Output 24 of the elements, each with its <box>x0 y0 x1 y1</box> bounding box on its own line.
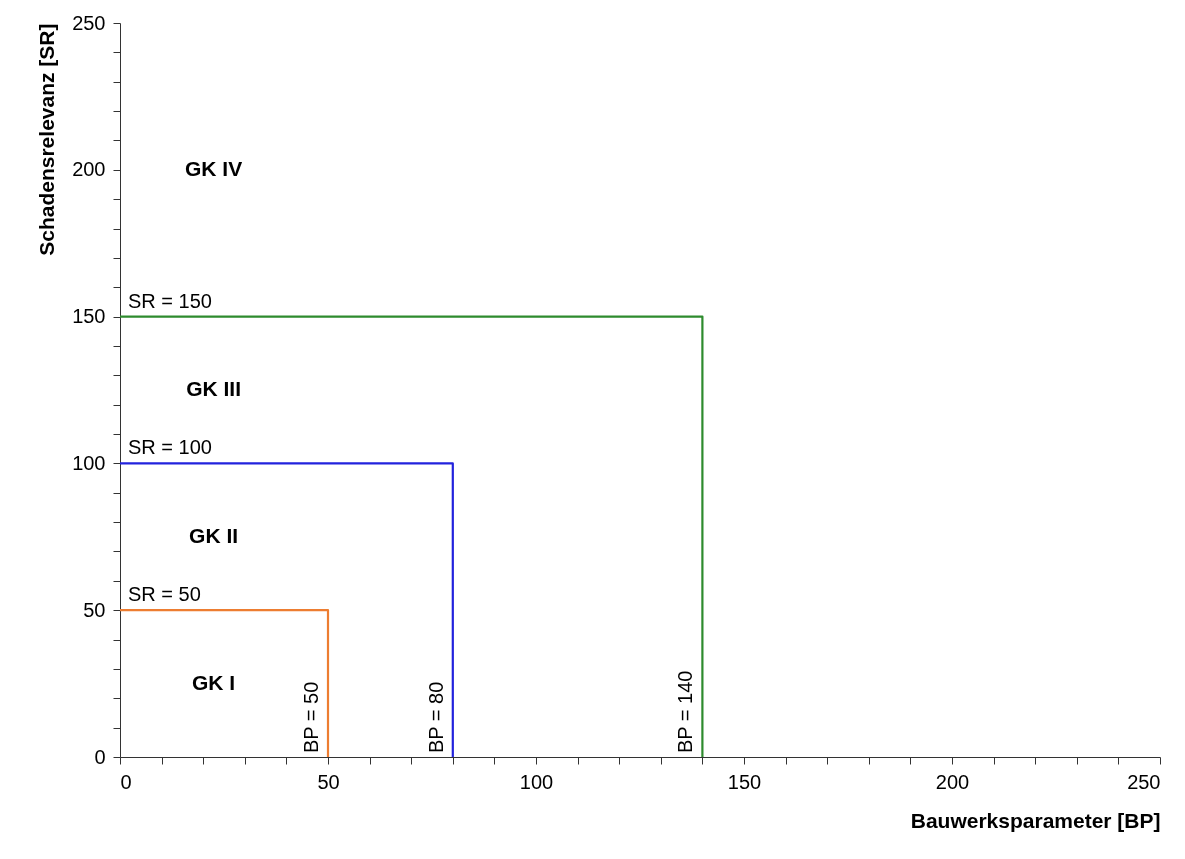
x-tick-label: 0 <box>120 770 132 793</box>
y-axis-title: Schadensrelevanz [SR] <box>35 23 59 256</box>
x-axis-title: Bauwerksparameter [BP] <box>910 808 1161 832</box>
annotation: BP = 80 <box>424 681 447 753</box>
x-tick-label: 250 <box>1127 770 1161 793</box>
annotation: BP = 140 <box>674 670 697 753</box>
y-tick-label: 50 <box>83 598 106 621</box>
y-tick-label: 100 <box>72 451 106 474</box>
y-tick-label: 0 <box>94 745 106 768</box>
annotation: BP = 50 <box>300 681 322 753</box>
y-tick-label: 250 <box>72 11 106 34</box>
annotation: GK III <box>186 377 242 400</box>
x-tick-label: 200 <box>935 770 970 793</box>
x-tick-label: 100 <box>519 770 554 793</box>
annotation: SR = 150 <box>128 289 212 312</box>
y-tick-label: 150 <box>72 305 106 328</box>
annotation: GK I <box>192 670 236 694</box>
x-tick-label: 50 <box>317 770 340 793</box>
y-tick-label: 200 <box>72 158 106 181</box>
annotation: GK II <box>189 523 239 547</box>
annotation: SR = 100 <box>128 436 212 459</box>
annotation: GK IV <box>185 156 243 180</box>
annotation: SR = 50 <box>128 583 201 606</box>
x-tick-label: 150 <box>727 770 762 793</box>
